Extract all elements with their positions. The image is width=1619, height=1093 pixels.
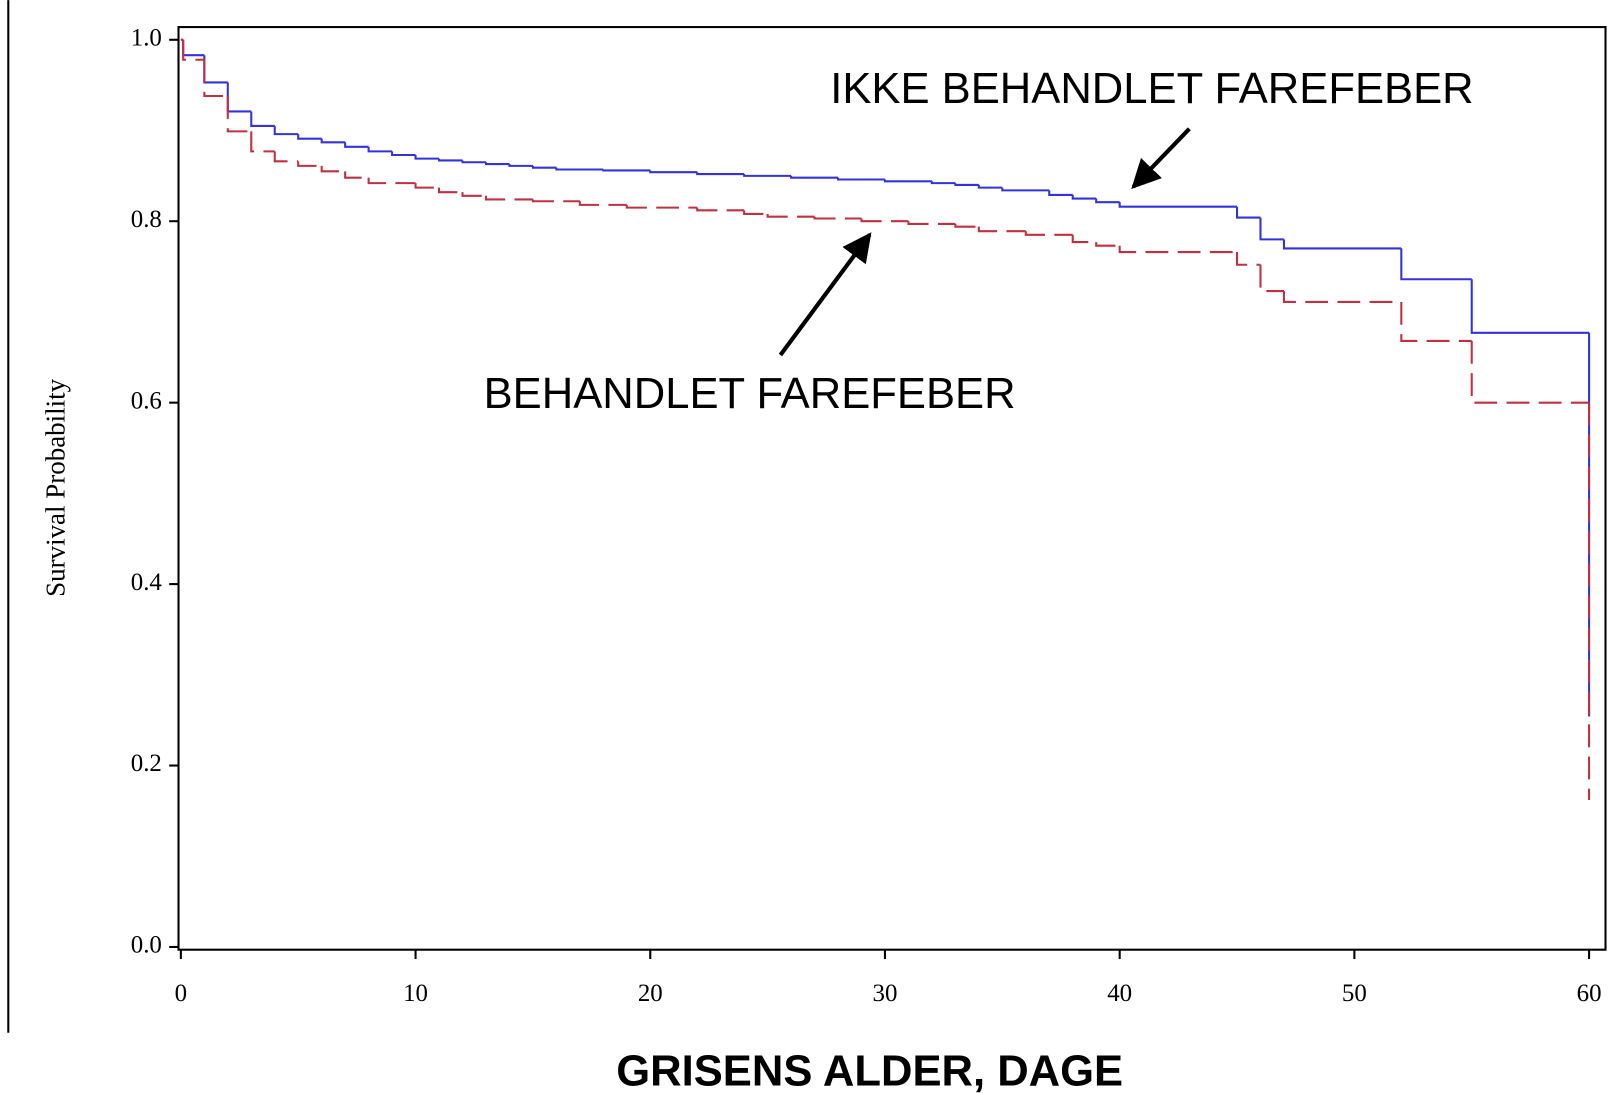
- y-axis-label: Survival Probability: [40, 378, 70, 597]
- survival-step: [696, 172, 745, 176]
- survival-step: [273, 125, 299, 136]
- survival-step: [182, 39, 205, 61]
- survival-step: [250, 111, 275, 127]
- survival-step: [766, 213, 815, 218]
- survival-step: [297, 161, 322, 167]
- survival-step: [1282, 291, 1402, 303]
- survival-step: [836, 177, 885, 181]
- survival-step: [182, 39, 205, 57]
- survival-step: [907, 221, 956, 225]
- x-axis-label: GRISENS ALDER, DAGE: [616, 1048, 1123, 1093]
- arrow: [778, 232, 872, 357]
- survival-step: [860, 218, 909, 223]
- survival-step: [1071, 194, 1097, 200]
- x-tick-label: 40: [1107, 980, 1132, 1007]
- survival-step: [297, 134, 322, 140]
- x-tick-label: 20: [638, 980, 663, 1007]
- x-tick-label: 60: [1577, 980, 1602, 1007]
- survival-step: [1071, 234, 1097, 244]
- survival-step: [930, 181, 956, 185]
- survival-step: [1400, 301, 1472, 342]
- survival-step: [883, 179, 932, 183]
- survival-step: [203, 59, 228, 98]
- survival-step: [578, 201, 627, 206]
- survival-step: [367, 146, 393, 153]
- survival-step: [977, 226, 1026, 233]
- survival-step: [696, 207, 745, 212]
- survival-step: [273, 151, 299, 163]
- survival-step: [954, 223, 979, 228]
- survival-step: [320, 165, 346, 173]
- survival-step: [203, 55, 228, 84]
- survival-step: [1095, 242, 1120, 247]
- survival-step: [1048, 190, 1073, 196]
- annotation: BEHANDLET FAREFEBER: [484, 370, 1016, 418]
- survival-step: [437, 187, 463, 194]
- survival-step: [531, 199, 580, 203]
- annotation: IKKE BEHANDLET FAREFEBER: [830, 65, 1473, 113]
- survival-step: [649, 170, 698, 174]
- survival-step: [320, 138, 346, 144]
- survival-step: [1259, 217, 1284, 241]
- survival-step: [1282, 239, 1402, 250]
- y-tick-label: 0.6: [131, 387, 162, 414]
- survival-step: [391, 151, 416, 157]
- survival-step: [954, 183, 979, 186]
- arrow: [1131, 127, 1191, 189]
- x-tick-label: 0: [175, 980, 187, 1007]
- survival-step: [226, 96, 252, 133]
- survival-step: [367, 177, 416, 185]
- survival-step: [1259, 264, 1284, 293]
- survival-step: [602, 169, 651, 172]
- survival-step: [461, 192, 486, 197]
- survival-step: [743, 174, 792, 177]
- survival-step: [1024, 231, 1073, 236]
- survival-step: [508, 164, 533, 167]
- survival-step: [531, 165, 557, 169]
- survival-step: [344, 171, 369, 179]
- survival-step: [344, 142, 369, 148]
- survival-step: [1118, 202, 1238, 208]
- y-tick-label: 1.0: [131, 24, 162, 51]
- y-tick-label: 0.0: [131, 932, 162, 959]
- y-tick-label: 0.2: [131, 750, 162, 777]
- survival-step: [1470, 340, 1590, 404]
- x-tick-label: 30: [873, 980, 898, 1007]
- plot-frame: [177, 26, 1607, 951]
- y-tick-label: 0.8: [131, 206, 162, 233]
- survival-step: [555, 167, 604, 171]
- survival-step: [1235, 206, 1261, 219]
- survival-step: [790, 175, 839, 179]
- survival-step: [743, 210, 768, 215]
- survival-step: [813, 216, 862, 220]
- survival-step: [484, 162, 510, 166]
- survival-step: [1470, 279, 1590, 334]
- survival-step: [1001, 187, 1050, 192]
- survival-step: [437, 158, 463, 162]
- survival-step: [414, 183, 440, 189]
- survival-step: [1095, 198, 1120, 204]
- survival-step: [1118, 245, 1238, 254]
- survival-step: [461, 160, 486, 164]
- survival-step: [250, 131, 275, 153]
- survival-step: [977, 184, 1003, 189]
- survival-step: [1400, 248, 1472, 281]
- survival-step: [1235, 252, 1261, 266]
- x-tick-label: 10: [403, 980, 428, 1007]
- survival-step: [226, 82, 252, 113]
- survival-step: [625, 204, 698, 209]
- survival-step: [484, 195, 533, 201]
- x-tick-label: 50: [1342, 980, 1367, 1007]
- survival-step: [414, 154, 440, 160]
- y-tick-label: 0.4: [131, 569, 163, 596]
